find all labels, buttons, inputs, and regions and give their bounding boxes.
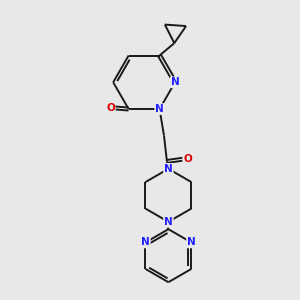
Text: N: N	[164, 217, 173, 227]
Text: O: O	[183, 154, 192, 164]
Text: N: N	[155, 104, 164, 114]
Text: O: O	[106, 103, 115, 112]
Text: N: N	[164, 164, 173, 174]
Text: N: N	[187, 237, 196, 248]
Text: N: N	[141, 237, 150, 248]
Text: N: N	[171, 77, 179, 87]
